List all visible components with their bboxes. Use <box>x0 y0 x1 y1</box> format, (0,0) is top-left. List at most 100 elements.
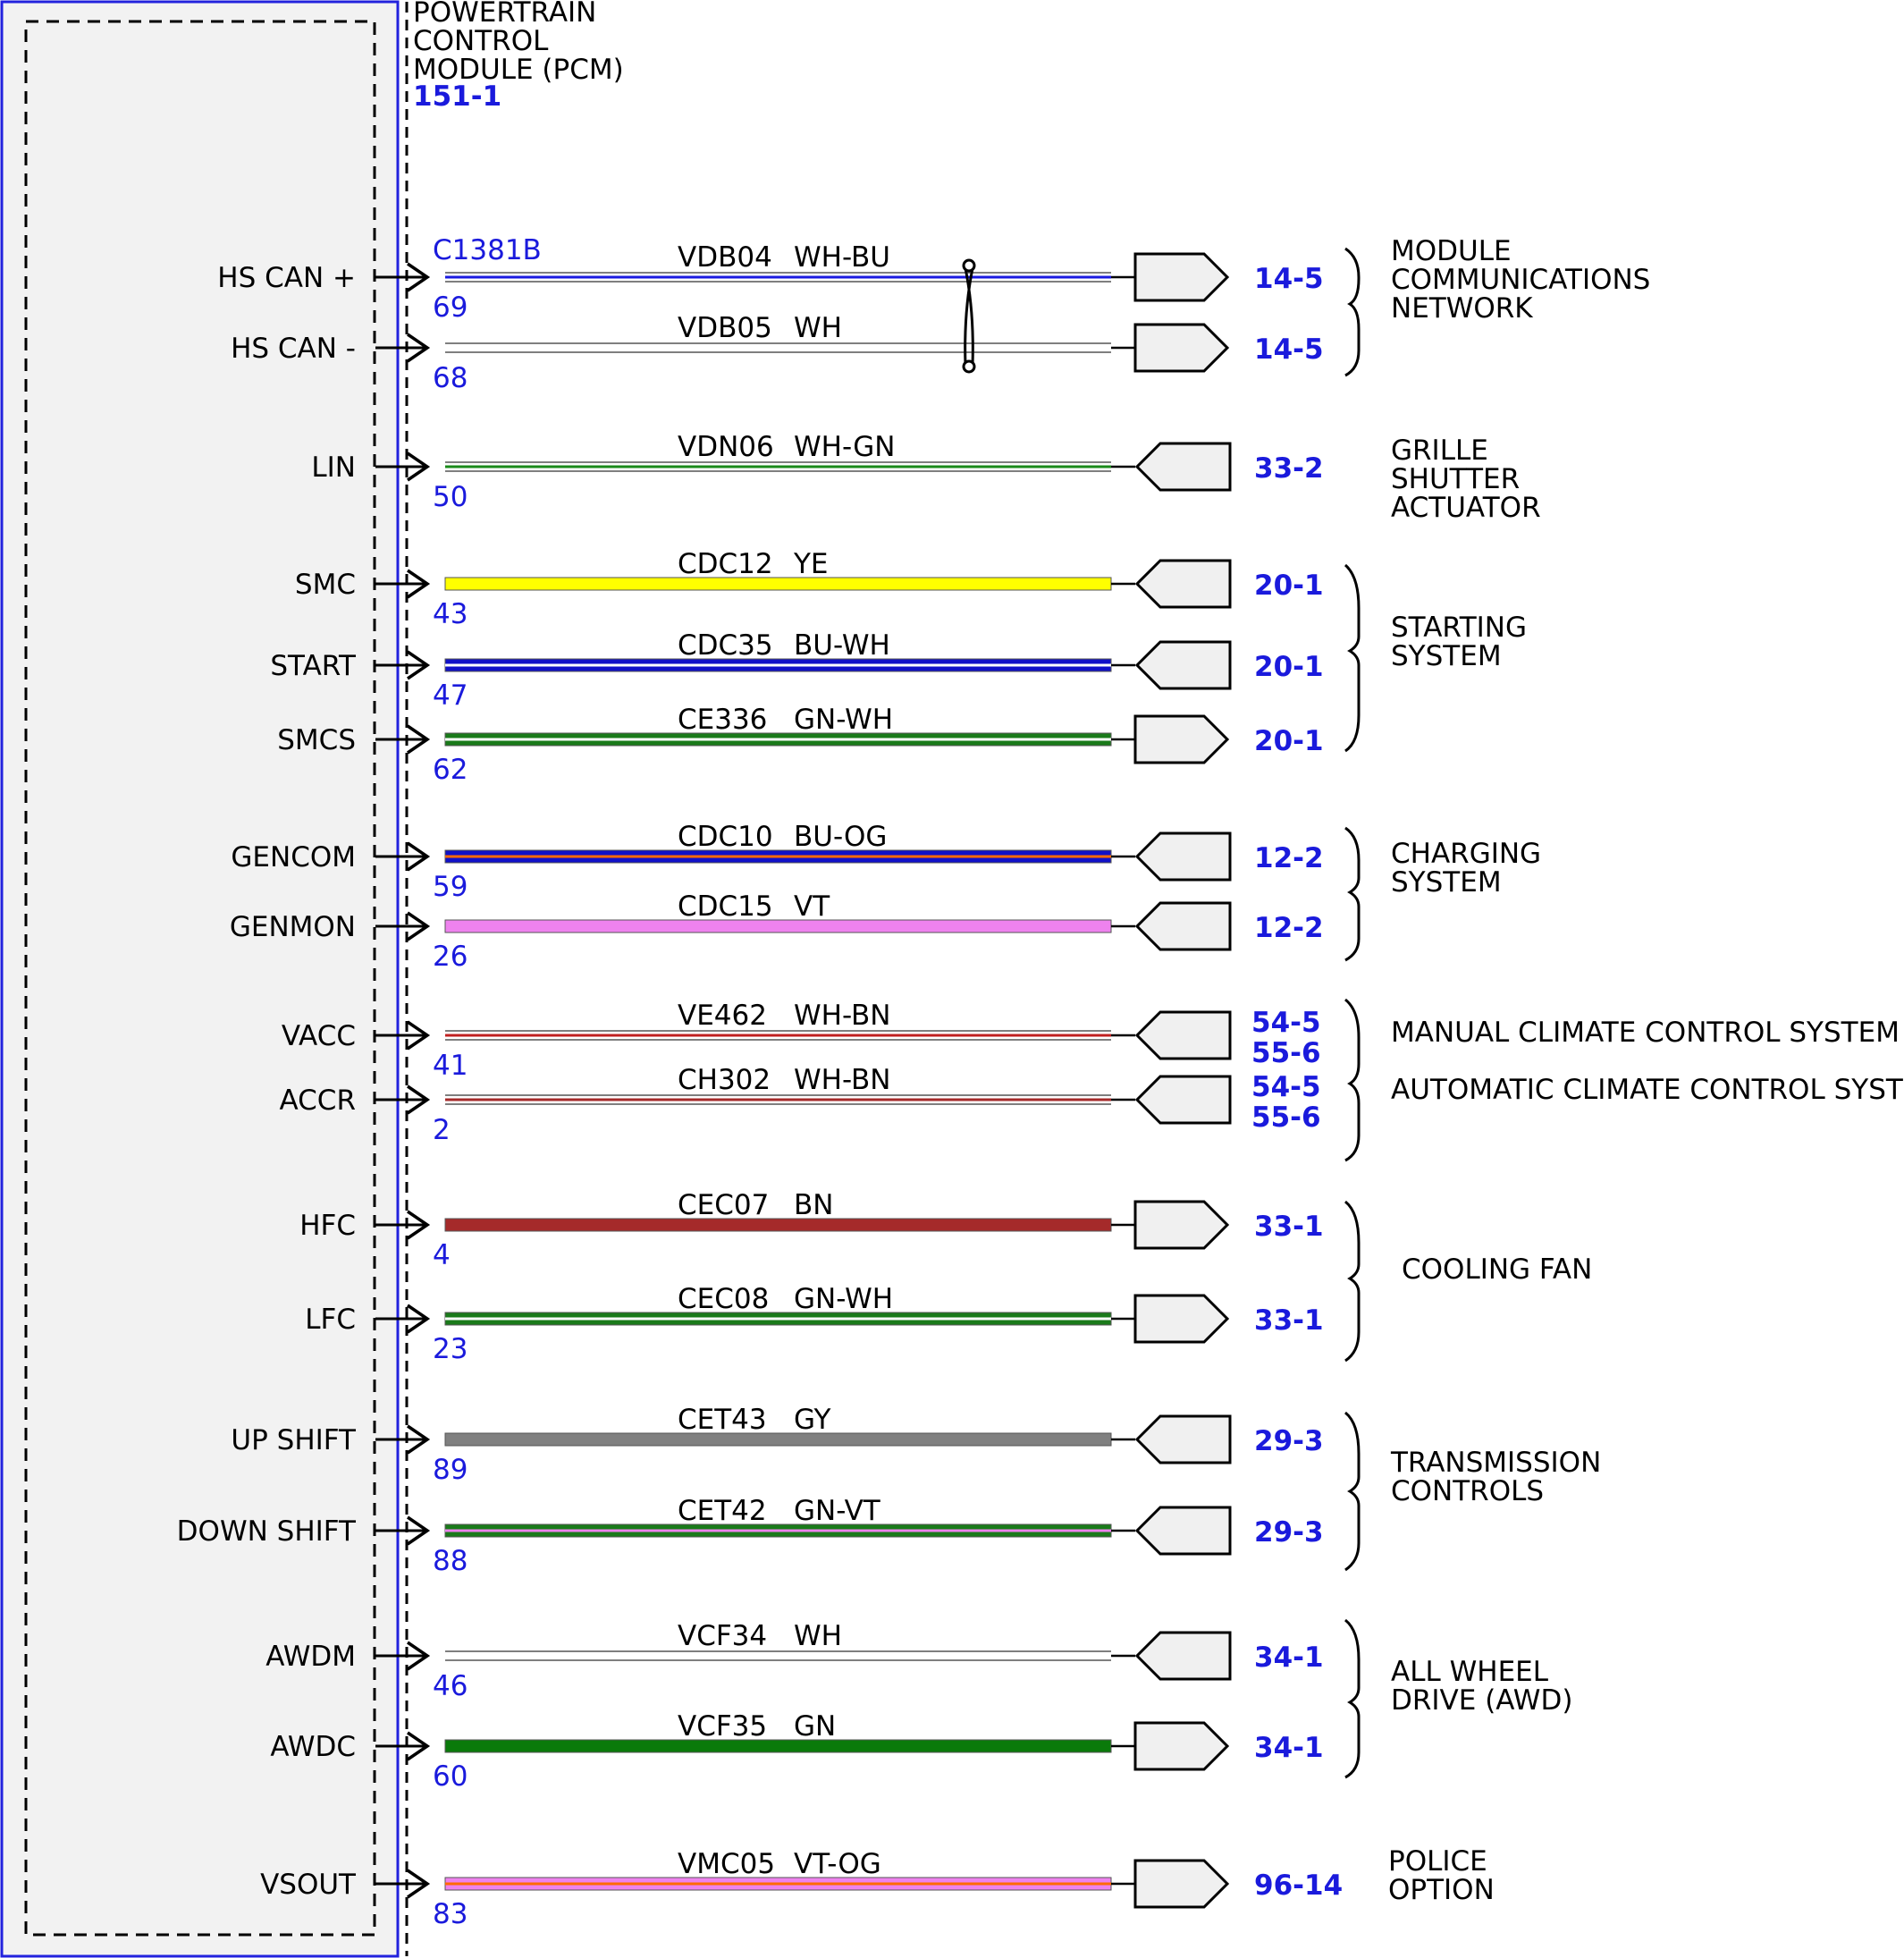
module-title-line-1: POWERTRAIN <box>413 0 596 29</box>
system-label-line: NETWORK <box>1391 292 1533 325</box>
inline-connector <box>1134 831 1232 882</box>
system-label-line: COMMUNICATIONS <box>1391 264 1650 296</box>
system-label-line: TRANSMISSION <box>1390 1447 1601 1479</box>
pin-number: 23 <box>433 1333 468 1365</box>
page-ref: 33-2 <box>1254 452 1324 485</box>
pin-signal-label: START <box>270 650 357 682</box>
inline-connector <box>1133 714 1230 764</box>
circuit-id: VCF34 <box>678 1620 767 1652</box>
circuit-row: ACCR 2 CH302 WH-BN 54-555-6 <box>280 1064 1321 1146</box>
module-page-ref: 151-1 <box>413 80 501 113</box>
connector-chevron <box>407 1515 431 1546</box>
wire-color-code: VT <box>794 890 830 923</box>
wire-color-code: WH <box>794 312 842 344</box>
pin-signal-label: SMC <box>295 569 356 601</box>
page-ref: 14-5 <box>1254 263 1324 295</box>
circuit-row: DOWN SHIFT 88 CET42 GN-VT 29-3 <box>177 1495 1324 1577</box>
wire-color-code: GN <box>794 1710 836 1743</box>
inline-connector <box>1134 901 1232 951</box>
system-label-line: POLICE <box>1388 1845 1487 1878</box>
circuit-id: CDC15 <box>678 890 773 923</box>
circuit-id: CEC07 <box>678 1189 769 1221</box>
circuit-row: AWDM 46 VCF34 WH 34-1 <box>265 1620 1323 1702</box>
wire-color-code: BU-WH <box>794 629 890 662</box>
circuit-row: SMC 43 CDC12 YE 20-1 <box>295 548 1324 630</box>
pin-number: 47 <box>433 679 468 712</box>
pin-signal-label: AWDM <box>265 1641 356 1673</box>
connector-chevron <box>407 569 431 599</box>
wire <box>444 732 1112 747</box>
system-label-line: ACTUATOR <box>1391 492 1541 524</box>
circuit-row: GENCOM 59 CDC10 BU-OG 12-2 <box>231 821 1323 903</box>
pin-number: 83 <box>433 1898 468 1930</box>
inline-connector <box>1133 323 1230 373</box>
inline-connector <box>1133 1721 1230 1771</box>
pin-number: 62 <box>433 754 468 786</box>
connector-chevron <box>407 1424 431 1455</box>
circuit-row: AWDC 60 VCF35 GN 34-1 <box>270 1710 1323 1793</box>
page-ref: 12-2 <box>1254 842 1324 874</box>
connector-chevron <box>407 841 431 872</box>
system-label-line: DRIVE (AWD) <box>1391 1684 1572 1717</box>
circuit-row: LIN 50 VDN06 WH-GN 33-2 <box>311 431 1323 513</box>
connector-chevron <box>407 1210 431 1240</box>
system-label-line: ALL WHEEL <box>1391 1656 1549 1688</box>
pin-number: 50 <box>433 481 468 513</box>
wire <box>445 1650 1111 1661</box>
page-ref: 29-3 <box>1254 1516 1324 1549</box>
pin-number: 46 <box>433 1670 468 1702</box>
circuit-row: HS CAN - 68 VDB05 WH 14-5 <box>231 312 1324 394</box>
circuit-id: CE336 <box>678 704 767 736</box>
wire-body <box>444 577 1112 591</box>
pin-signal-label: LIN <box>311 452 356 484</box>
group-brace <box>1344 1200 1361 1363</box>
pin-number: 60 <box>433 1760 468 1793</box>
system-starting-system: STARTING SYSTEM <box>1391 612 1527 672</box>
pin-signal-label: VACC <box>282 1020 356 1052</box>
wire-color-code: GN-VT <box>794 1495 881 1527</box>
inline-connector <box>1133 1859 1230 1909</box>
pin-number: 26 <box>433 941 468 973</box>
pin-number: 69 <box>433 291 468 324</box>
circuit-id: VE462 <box>678 1000 767 1032</box>
connector-chevron <box>407 911 431 941</box>
connector-chevron <box>407 1731 431 1761</box>
page-ref: 34-1 <box>1254 1732 1324 1764</box>
group-brace <box>1344 563 1361 753</box>
pin-signal-label: AWDC <box>270 1731 356 1763</box>
inline-connector <box>1134 1075 1232 1125</box>
circuit-id: CEC08 <box>678 1283 769 1315</box>
wire <box>444 658 1112 672</box>
twisted-pair-symbol <box>962 258 976 374</box>
page-ref: 54-5 <box>1251 1071 1321 1103</box>
wire <box>444 1432 1112 1447</box>
connector-chevron <box>407 262 431 292</box>
wire <box>444 1739 1112 1753</box>
wire-color-code: BU-OG <box>794 821 887 853</box>
page-ref: 54-5 <box>1251 1007 1321 1039</box>
connector-chevron <box>407 1869 431 1899</box>
circuit-id: CDC12 <box>678 548 773 580</box>
pin-signal-label: HS CAN + <box>217 262 356 294</box>
circuit-id: CDC35 <box>678 629 773 662</box>
pin-number: 89 <box>433 1454 468 1486</box>
wire-color-code: GN-WH <box>794 1283 893 1315</box>
page-ref: 34-1 <box>1254 1642 1324 1674</box>
page-ref: 33-1 <box>1254 1304 1324 1337</box>
wire-color-code: WH-BN <box>794 1000 891 1032</box>
wire-body <box>444 919 1112 933</box>
wire-color-code: BN <box>794 1189 833 1221</box>
pin-number: 2 <box>433 1114 451 1146</box>
inline-connector <box>1134 1010 1232 1060</box>
circuits-layer: HS CAN + 69 VDB04 WH-BU 14-5 HS CAN - 68 VDB05 W… <box>177 241 1343 1930</box>
inline-connector <box>1134 559 1232 609</box>
page-ref: 20-1 <box>1254 651 1324 683</box>
circuit-row: HFC 4 CEC07 BN 33-1 <box>299 1189 1323 1271</box>
wire-color-code: WH-BU <box>794 241 890 274</box>
module-title-line-2: CONTROL <box>413 25 549 57</box>
circuit-id: CH302 <box>678 1064 771 1096</box>
wire-color-code: GY <box>794 1404 830 1436</box>
connector-chevron <box>407 452 431 482</box>
circuit-row: VSOUT 83 VMC05 VT-OG 96-14 <box>260 1848 1343 1930</box>
